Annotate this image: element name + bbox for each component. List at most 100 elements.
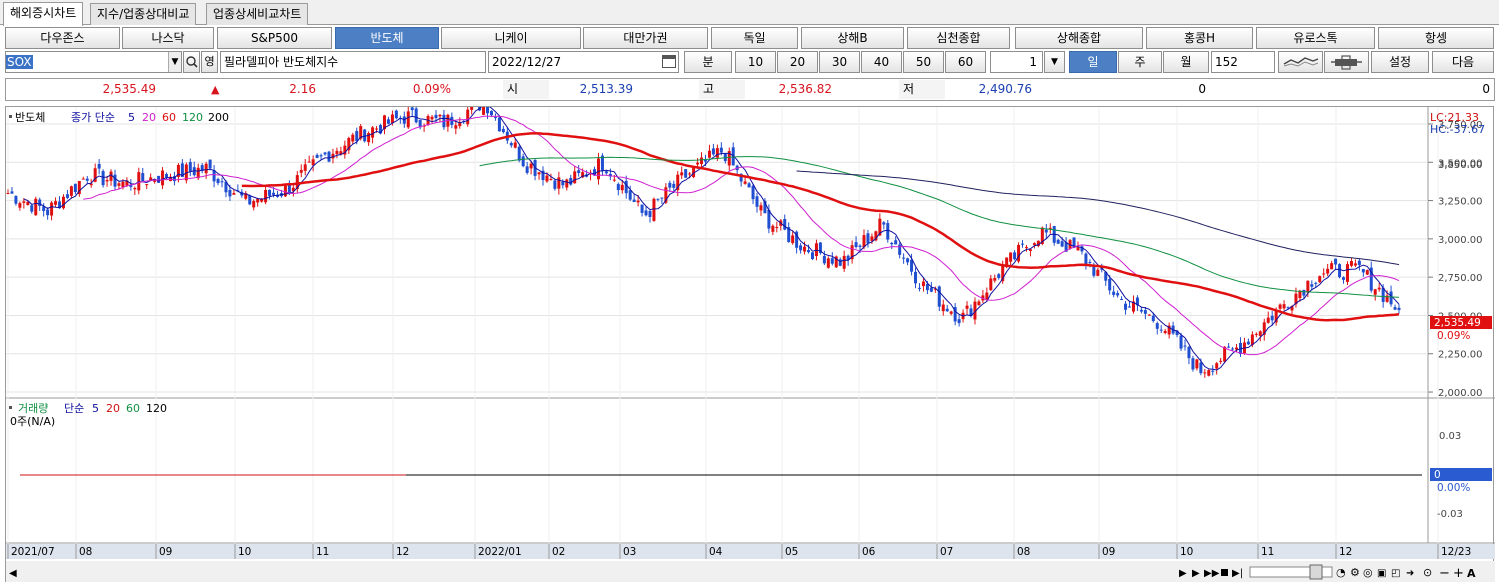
y-tick-top-partial: 3,850.00 xyxy=(1438,160,1483,171)
candle-body xyxy=(648,210,652,217)
minute-option-button[interactable]: 20 xyxy=(777,51,818,73)
index-button[interactable]: 대만가권 xyxy=(583,27,708,49)
candle-body xyxy=(1024,247,1028,249)
candle-body xyxy=(89,183,93,186)
day-button[interactable]: 일 xyxy=(1069,51,1117,73)
fast-forward-icon[interactable]: ▶▶ xyxy=(1204,568,1220,579)
scroll-right-icon[interactable]: ▶ xyxy=(1179,568,1187,579)
candle-body xyxy=(814,243,818,257)
speed-slider[interactable] xyxy=(1249,566,1333,578)
date-input[interactable]: 2022/12/27 xyxy=(488,51,679,73)
candle-body xyxy=(1104,271,1108,281)
minute-button[interactable]: 분 xyxy=(684,51,732,73)
chart-area[interactable]: 3,750.00 3,500.00 3,250.00 3,000.00 2,750.00… xyxy=(5,94,1495,582)
settings-icon[interactable]: ◎ xyxy=(1363,566,1373,579)
minute-option-button[interactable]: 10 xyxy=(735,51,776,73)
interval-input[interactable]: 1 xyxy=(990,51,1043,73)
index-button[interactable]: 유로스톡 xyxy=(1256,27,1375,49)
index-button[interactable]: 다우존스 xyxy=(5,27,120,49)
index-button[interactable]: 상해B xyxy=(801,27,904,49)
minute-option-button[interactable]: 40 xyxy=(861,51,902,73)
english-toggle-button[interactable]: 영 xyxy=(201,51,218,73)
minute-option-button[interactable]: 60 xyxy=(945,51,986,73)
chevron-down-icon[interactable]: ▼ xyxy=(168,52,181,72)
candle-body xyxy=(149,177,153,181)
candle-body xyxy=(133,188,137,190)
speed-slider-thumb[interactable] xyxy=(1309,564,1323,580)
candle-body xyxy=(355,131,359,142)
font-size-icon[interactable]: A xyxy=(1467,567,1476,580)
plus-icon[interactable]: + xyxy=(1453,566,1464,581)
candle-body xyxy=(957,319,961,324)
candle-body xyxy=(509,142,513,146)
zoom-in-icon[interactable]: ◔ xyxy=(1336,566,1346,579)
search-icon[interactable]: ⊙ xyxy=(1423,566,1432,579)
candle-body xyxy=(545,175,549,182)
candle-body xyxy=(945,308,949,312)
candle-body xyxy=(1250,334,1254,345)
candle-body xyxy=(73,183,77,193)
search-button[interactable] xyxy=(183,51,200,73)
end-icon[interactable]: ▶| xyxy=(1232,568,1243,579)
candle-body xyxy=(838,259,842,266)
candle-body xyxy=(1294,293,1298,305)
gear-icon[interactable]: ⚙ xyxy=(1350,566,1360,579)
month-button[interactable]: 월 xyxy=(1163,51,1209,73)
index-button[interactable]: 독일 xyxy=(711,27,798,49)
next-button[interactable]: 다음 xyxy=(1432,51,1494,73)
minute-option-button[interactable]: 30 xyxy=(819,51,860,73)
index-button[interactable]: S&P500 xyxy=(217,27,332,49)
candle-body xyxy=(58,201,62,209)
candle-body xyxy=(1290,306,1294,311)
chart-svg[interactable]: 3,750.00 3,500.00 3,250.00 3,000.00 2,750.00… xyxy=(6,94,1495,582)
play-icon[interactable]: ▶ xyxy=(1192,568,1200,579)
candle-body xyxy=(973,301,977,320)
x-axis-label: 10 xyxy=(238,546,251,558)
tab-overseas-chart[interactable]: 해외증시차트 xyxy=(3,2,84,26)
candle-body xyxy=(1108,278,1112,291)
candle-body xyxy=(283,185,287,197)
count-input[interactable]: 152 xyxy=(1211,51,1275,73)
calendar-icon[interactable] xyxy=(662,55,676,68)
window-icon[interactable]: ▣ xyxy=(1377,568,1386,579)
stop-icon[interactable] xyxy=(1221,569,1228,576)
high-price: 2,536.82 xyxy=(778,82,832,96)
index-button[interactable]: 심천종합 xyxy=(907,27,1010,49)
index-button[interactable]: 나스닥 xyxy=(122,27,214,49)
tab-index-sector-compare[interactable]: 지수/업종상대비교 xyxy=(90,3,197,25)
candle-body xyxy=(596,158,600,180)
candle-body xyxy=(1021,243,1025,245)
index-button[interactable]: 항셍 xyxy=(1378,27,1494,49)
minute-option-button[interactable]: 50 xyxy=(903,51,944,73)
interval-dropdown-button[interactable]: ▼ xyxy=(1044,51,1065,73)
x-axis-label: 04 xyxy=(709,546,723,558)
minus-icon[interactable]: − xyxy=(1439,566,1450,581)
symbol-combobox[interactable]: SOX ▼ xyxy=(5,51,182,73)
index-button[interactable]: 상해종합 xyxy=(1015,27,1143,49)
candle-body xyxy=(965,305,969,309)
candle-body xyxy=(1124,303,1128,310)
scroll-left-icon[interactable]: ◀ xyxy=(9,568,17,579)
settings-button[interactable]: 설정 xyxy=(1371,51,1429,73)
index-button[interactable]: 반도체 xyxy=(335,27,439,49)
candle-body xyxy=(458,122,462,127)
candle-body xyxy=(914,271,918,284)
chart-scrollbar[interactable] xyxy=(6,561,1495,582)
bar-type-button[interactable] xyxy=(1324,51,1369,73)
candle-body xyxy=(818,242,822,254)
symbol-input[interactable]: SOX xyxy=(6,55,33,69)
candle-body xyxy=(664,187,668,203)
arrow-icon[interactable]: ➜ xyxy=(1406,568,1414,579)
index-button[interactable]: 홍콩H xyxy=(1146,27,1253,49)
chart-type-button[interactable] xyxy=(1278,51,1323,73)
x-axis-label: 11 xyxy=(316,546,329,558)
index-button[interactable]: 니케이 xyxy=(441,27,581,49)
expand-icon[interactable]: ◰ xyxy=(1391,568,1400,579)
tab-sector-detail-compare[interactable]: 업종상세비교차트 xyxy=(206,3,309,25)
candle-body xyxy=(1353,263,1357,266)
candle-body xyxy=(315,154,319,158)
week-button[interactable]: 주 xyxy=(1118,51,1162,73)
candle-body xyxy=(1345,264,1349,282)
candle-body xyxy=(18,203,22,208)
x-axis-label: 09 xyxy=(1102,546,1115,558)
